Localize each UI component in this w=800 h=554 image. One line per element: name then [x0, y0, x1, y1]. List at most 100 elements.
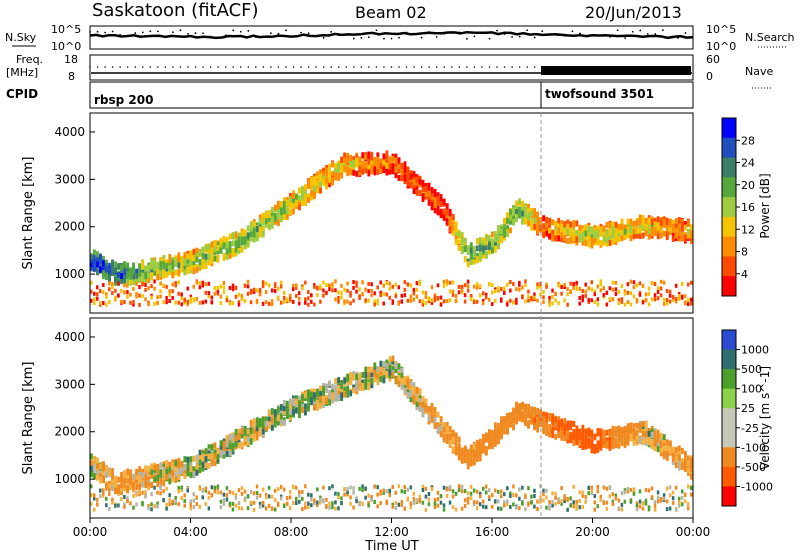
velocity-cell [334, 384, 338, 391]
velocity-cell [285, 501, 289, 506]
power-cell [397, 301, 401, 306]
power-cell [147, 302, 150, 307]
velocity-cell [415, 498, 419, 503]
power-cell [385, 169, 389, 176]
power-cell [463, 293, 467, 298]
power-cell [325, 177, 328, 184]
nave-dot [466, 66, 468, 68]
velocity-cell [662, 450, 666, 457]
power-cell [126, 283, 129, 288]
power-cell [270, 299, 274, 304]
nsearch-dot [563, 34, 566, 37]
velocity-cell [644, 420, 648, 427]
velocity-cell [668, 440, 672, 447]
velocity-cell [665, 445, 669, 452]
power-cell [231, 240, 235, 247]
velocity-cell [126, 468, 129, 475]
power-cell [352, 159, 356, 166]
power-cell [96, 285, 99, 290]
velocity-cell [364, 372, 368, 379]
power-cell [644, 298, 648, 303]
power-cell [180, 296, 183, 301]
power-cell [512, 207, 515, 214]
nsearch-dot [217, 36, 220, 39]
velocity-cell [683, 459, 687, 466]
velocity-cell [578, 505, 581, 510]
velocity-cell [635, 503, 639, 508]
power-cell [129, 267, 132, 274]
power-cell [677, 225, 681, 232]
velocity-cell [355, 499, 358, 504]
velocity-cell [114, 488, 117, 493]
velocity-cell [328, 505, 331, 510]
power-cell [602, 292, 606, 297]
velocity-cell [171, 476, 175, 483]
power-cell [159, 271, 163, 278]
power-cell [593, 292, 597, 297]
power-cell [355, 283, 358, 288]
velocity-cell [521, 501, 524, 506]
velocity-cell [385, 367, 389, 374]
power-cell [237, 292, 241, 297]
colorbar-tick-label: 20 [741, 179, 755, 192]
power-cell [478, 254, 482, 261]
power-cell [93, 249, 96, 256]
velocity-cell [614, 441, 618, 448]
velocity-cell [623, 427, 627, 434]
power-cell [222, 289, 226, 294]
velocity-cell [376, 366, 380, 373]
velocity-cell [231, 501, 235, 506]
power-cell [313, 181, 316, 188]
velocity-cell [497, 427, 500, 434]
velocity-cell [581, 490, 584, 495]
velocity-cell [165, 474, 169, 481]
power-cell [436, 195, 440, 202]
velocity-cell [632, 487, 636, 492]
power-cell [656, 228, 660, 235]
power-cell [545, 221, 549, 228]
velocity-cell [412, 398, 416, 405]
power-cell [563, 228, 567, 235]
power-cell [596, 229, 600, 236]
velocity-cell [557, 497, 560, 502]
velocity-cell [373, 369, 377, 376]
power-cell [581, 294, 584, 299]
nave-dot [420, 66, 423, 68]
velocity-cell [436, 490, 440, 495]
velocity-cell [656, 442, 660, 449]
velocity-cell [156, 474, 160, 481]
velocity-cell [400, 367, 404, 374]
power-cell [255, 298, 259, 303]
power-cell [575, 286, 578, 291]
velocity-cell [439, 494, 443, 499]
power-cell [427, 187, 431, 194]
power-cell [270, 220, 274, 227]
power-cell [279, 300, 283, 305]
power-cell [527, 289, 530, 294]
power-cell [334, 288, 337, 293]
power-cell [521, 210, 524, 217]
power-cell [503, 286, 506, 291]
velocity-cell [475, 500, 479, 505]
power-cell [334, 297, 337, 302]
power-cell [352, 166, 356, 173]
nsearch-dot [119, 34, 122, 36]
velocity-cell [255, 495, 259, 500]
power-cell [536, 222, 540, 229]
power-cell [204, 257, 208, 264]
velocity-cell [665, 454, 669, 461]
velocity-cell [225, 486, 229, 491]
velocity-cell [421, 396, 425, 403]
velocity-cell [644, 498, 648, 503]
power-cell [605, 229, 609, 236]
power-cell [141, 272, 145, 279]
power-cell [379, 293, 382, 298]
velocity-cell [406, 391, 410, 398]
power-cell [129, 300, 132, 305]
power-cell [512, 282, 515, 287]
velocity-cell [325, 398, 328, 405]
velocity-cell [337, 377, 341, 384]
velocity-cell [261, 487, 265, 492]
power-cell [590, 298, 593, 303]
